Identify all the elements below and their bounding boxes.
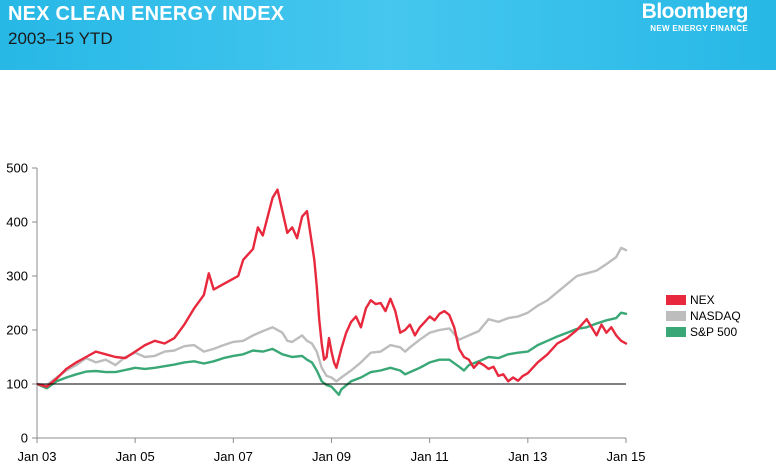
- legend-swatch-nex: [666, 295, 686, 305]
- y-tick-label: 500: [6, 161, 28, 176]
- series-layer: [35, 188, 628, 396]
- series-line-nasdaq: [35, 246, 628, 387]
- legend-item-sp500: S&P 500: [666, 324, 741, 340]
- x-tick-label: Jan 07: [214, 449, 253, 464]
- y-tick-label: 100: [6, 377, 28, 392]
- legend-label-nasdaq: NASDAQ: [690, 309, 741, 323]
- y-tick-label: 400: [6, 215, 28, 230]
- brand-logo: Bloomberg NEW ENERGY FINANCE: [641, 0, 749, 34]
- brand-tagline: NEW ENERGY FINANCE: [650, 24, 748, 33]
- series-line-sp500: [35, 311, 628, 396]
- x-tick-label: Jan 03: [17, 449, 56, 464]
- legend-item-nasdaq: NASDAQ: [666, 308, 741, 324]
- legend-swatch-sp500: [666, 327, 686, 337]
- chart-legend: NEX NASDAQ S&P 500: [666, 292, 741, 340]
- y-tick-label: 0: [21, 431, 28, 446]
- x-tick-label: Jan 09: [312, 449, 351, 464]
- header-banner: NEX CLEAN ENERGY INDEX 2003–15 YTD Bloom…: [0, 0, 776, 70]
- y-tick-label: 200: [6, 323, 28, 338]
- series-line-nex: [35, 188, 628, 388]
- chart-subtitle: 2003–15 YTD: [8, 29, 113, 48]
- x-tick-label: Jan 11: [411, 449, 449, 464]
- legend-swatch-nasdaq: [666, 311, 686, 321]
- x-tick-label: Jan 15: [606, 449, 645, 464]
- legend-item-nex: NEX: [666, 292, 741, 308]
- x-tick-label: Jan 05: [116, 449, 155, 464]
- y-tick-label: 300: [6, 269, 28, 284]
- chart-title: NEX CLEAN ENERGY INDEX: [8, 3, 285, 25]
- legend-label-nex: NEX: [690, 293, 715, 307]
- axis-layer: 0 100 200 300 400 500 Jan 03 Jan 05 Jan 07 Jan 09…: [6, 161, 645, 465]
- legend-label-sp500: S&P 500: [690, 325, 738, 339]
- brand-name: Bloomberg: [641, 0, 749, 23]
- x-tick-label: Jan 13: [508, 449, 547, 464]
